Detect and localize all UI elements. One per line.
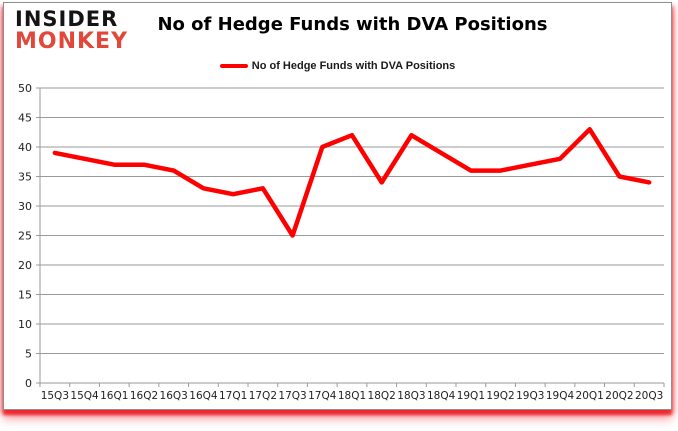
x-tick-label: 17Q3 xyxy=(278,390,306,402)
chart-title: No of Hedge Funds with DVA Positions xyxy=(157,14,548,35)
y-tick-label: 30 xyxy=(18,200,32,213)
x-tick-label: 16Q4 xyxy=(189,390,218,402)
x-tick-label: 15Q4 xyxy=(70,390,99,402)
x-tick-label: 16Q2 xyxy=(130,390,158,402)
y-tick-label: 45 xyxy=(18,112,32,125)
y-tick-label: 25 xyxy=(18,230,32,243)
x-tick-label: 20Q1 xyxy=(576,390,604,402)
x-tick-label: 20Q3 xyxy=(635,390,663,402)
legend-line-swatch-icon xyxy=(219,64,248,68)
logo-line-monkey: MONKEY xyxy=(15,29,129,54)
legend-label: No of Hedge Funds with DVA Positions xyxy=(251,60,456,72)
y-tick-label: 20 xyxy=(18,259,32,272)
logo-line-insider: INSIDER xyxy=(15,7,119,31)
y-tick-label: 0 xyxy=(25,377,32,390)
x-tick-label: 16Q1 xyxy=(100,390,128,402)
line-chart-plot: 0 5 10 15 20 25 30 35 40 45 50 15Q3 15Q4 16Q1 16Q2 16Q3… xyxy=(18,82,665,402)
y-tick-label: 40 xyxy=(18,141,32,154)
x-tick-label: 20Q2 xyxy=(605,390,633,402)
x-tick-label: 19Q3 xyxy=(516,390,544,402)
chart-legend: No of Hedge Funds with DVA Positions xyxy=(4,60,671,72)
x-tick-label: 19Q1 xyxy=(457,390,485,402)
y-tick-label: 35 xyxy=(18,171,32,184)
y-tick-label: 5 xyxy=(25,348,32,361)
x-tick-label: 15Q3 xyxy=(41,390,69,402)
x-tick-label: 17Q1 xyxy=(219,390,247,402)
y-tick-label: 50 xyxy=(18,82,32,95)
y-tick-label: 10 xyxy=(18,318,32,331)
x-tick-label: 17Q4 xyxy=(308,390,337,402)
x-tick-label: 19Q2 xyxy=(486,390,514,402)
x-tick-label: 18Q1 xyxy=(338,390,366,402)
x-tick-label: 16Q3 xyxy=(160,390,188,402)
series-line xyxy=(52,127,652,238)
insider-monkey-logo: INSIDER MONKEY xyxy=(15,9,128,53)
x-tick-label: 17Q2 xyxy=(249,390,277,402)
x-tick-label: 19Q4 xyxy=(546,390,575,402)
x-tick-label: 18Q2 xyxy=(368,390,396,402)
chart-card: INSIDER MONKEY No of Hedge Funds with DV… xyxy=(3,2,672,410)
x-tick-label: 18Q4 xyxy=(427,390,456,402)
x-tick-label: 18Q3 xyxy=(397,390,425,402)
y-tick-label: 15 xyxy=(18,289,32,302)
